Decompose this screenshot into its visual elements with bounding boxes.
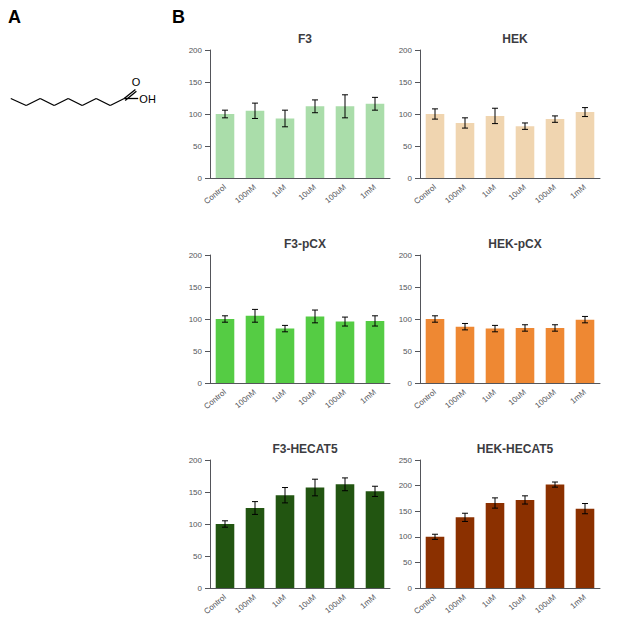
svg-text:200: 200 bbox=[189, 456, 203, 465]
svg-text:1uM: 1uM bbox=[270, 182, 288, 199]
svg-text:1mM: 1mM bbox=[568, 592, 588, 611]
svg-text:Control: Control bbox=[202, 182, 228, 206]
svg-text:10uM: 10uM bbox=[297, 182, 318, 202]
svg-text:0: 0 bbox=[408, 379, 413, 388]
svg-text:10uM: 10uM bbox=[507, 387, 528, 407]
svg-text:150: 150 bbox=[399, 283, 413, 292]
svg-text:HEK-pCX: HEK-pCX bbox=[488, 237, 541, 251]
svg-text:Control: Control bbox=[412, 182, 438, 206]
svg-text:100: 100 bbox=[189, 110, 203, 119]
svg-text:1uM: 1uM bbox=[480, 387, 498, 404]
svg-text:0: 0 bbox=[198, 379, 203, 388]
svg-text:200: 200 bbox=[399, 481, 413, 490]
svg-text:10uM: 10uM bbox=[297, 387, 318, 407]
svg-text:200: 200 bbox=[189, 251, 203, 260]
svg-text:HEK: HEK bbox=[502, 32, 528, 46]
svg-text:1uM: 1uM bbox=[480, 182, 498, 199]
svg-text:1uM: 1uM bbox=[480, 592, 498, 609]
svg-text:0: 0 bbox=[408, 174, 413, 183]
svg-text:200: 200 bbox=[399, 251, 413, 260]
svg-text:Control: Control bbox=[202, 592, 228, 616]
svg-text:Control: Control bbox=[202, 387, 228, 411]
svg-text:1mM: 1mM bbox=[358, 592, 378, 611]
svg-text:10uM: 10uM bbox=[507, 182, 528, 202]
svg-text:1mM: 1mM bbox=[568, 387, 588, 406]
svg-text:50: 50 bbox=[403, 347, 412, 356]
svg-text:100nM: 100nM bbox=[233, 592, 258, 615]
svg-text:0: 0 bbox=[408, 584, 413, 593]
svg-text:200: 200 bbox=[189, 46, 203, 55]
svg-text:100: 100 bbox=[399, 532, 413, 541]
svg-text:1mM: 1mM bbox=[358, 387, 378, 406]
svg-text:100nM: 100nM bbox=[233, 387, 258, 410]
svg-text:150: 150 bbox=[399, 507, 413, 516]
svg-text:50: 50 bbox=[403, 558, 412, 567]
svg-text:10uM: 10uM bbox=[297, 592, 318, 612]
svg-text:100: 100 bbox=[189, 520, 203, 529]
svg-text:100: 100 bbox=[399, 315, 413, 324]
svg-text:0: 0 bbox=[198, 584, 203, 593]
svg-text:1uM: 1uM bbox=[270, 387, 288, 404]
svg-text:1mM: 1mM bbox=[358, 182, 378, 201]
svg-text:100uM: 100uM bbox=[533, 182, 558, 205]
svg-text:50: 50 bbox=[193, 347, 202, 356]
svg-text:100nM: 100nM bbox=[443, 592, 468, 615]
svg-text:150: 150 bbox=[399, 78, 413, 87]
svg-text:100nM: 100nM bbox=[233, 182, 258, 205]
svg-text:OH: OH bbox=[139, 93, 156, 105]
svg-text:0: 0 bbox=[198, 174, 203, 183]
svg-text:250: 250 bbox=[399, 456, 413, 465]
svg-text:Control: Control bbox=[412, 387, 438, 411]
svg-text:1uM: 1uM bbox=[270, 592, 288, 609]
svg-text:200: 200 bbox=[399, 46, 413, 55]
svg-text:100: 100 bbox=[189, 315, 203, 324]
svg-text:B: B bbox=[172, 7, 185, 27]
svg-text:100uM: 100uM bbox=[533, 387, 558, 410]
svg-text:100nM: 100nM bbox=[443, 387, 468, 410]
svg-text:50: 50 bbox=[193, 552, 202, 561]
svg-text:Control: Control bbox=[412, 592, 438, 616]
svg-text:A: A bbox=[8, 7, 21, 27]
svg-text:150: 150 bbox=[189, 78, 203, 87]
svg-text:100uM: 100uM bbox=[323, 182, 348, 205]
svg-text:1mM: 1mM bbox=[568, 182, 588, 201]
svg-text:100nM: 100nM bbox=[443, 182, 468, 205]
svg-text:100: 100 bbox=[399, 110, 413, 119]
svg-text:O: O bbox=[132, 76, 141, 88]
svg-text:F3: F3 bbox=[298, 32, 312, 46]
svg-text:100uM: 100uM bbox=[323, 387, 348, 410]
svg-text:F3-HECAT5: F3-HECAT5 bbox=[272, 442, 337, 456]
svg-text:50: 50 bbox=[403, 142, 412, 151]
svg-text:50: 50 bbox=[193, 142, 202, 151]
svg-text:HEK-HECAT5: HEK-HECAT5 bbox=[477, 442, 554, 456]
svg-text:10uM: 10uM bbox=[507, 592, 528, 612]
svg-text:150: 150 bbox=[189, 283, 203, 292]
svg-text:150: 150 bbox=[189, 488, 203, 497]
svg-text:100uM: 100uM bbox=[323, 592, 348, 615]
svg-text:F3-pCX: F3-pCX bbox=[284, 237, 326, 251]
svg-text:100uM: 100uM bbox=[533, 592, 558, 615]
